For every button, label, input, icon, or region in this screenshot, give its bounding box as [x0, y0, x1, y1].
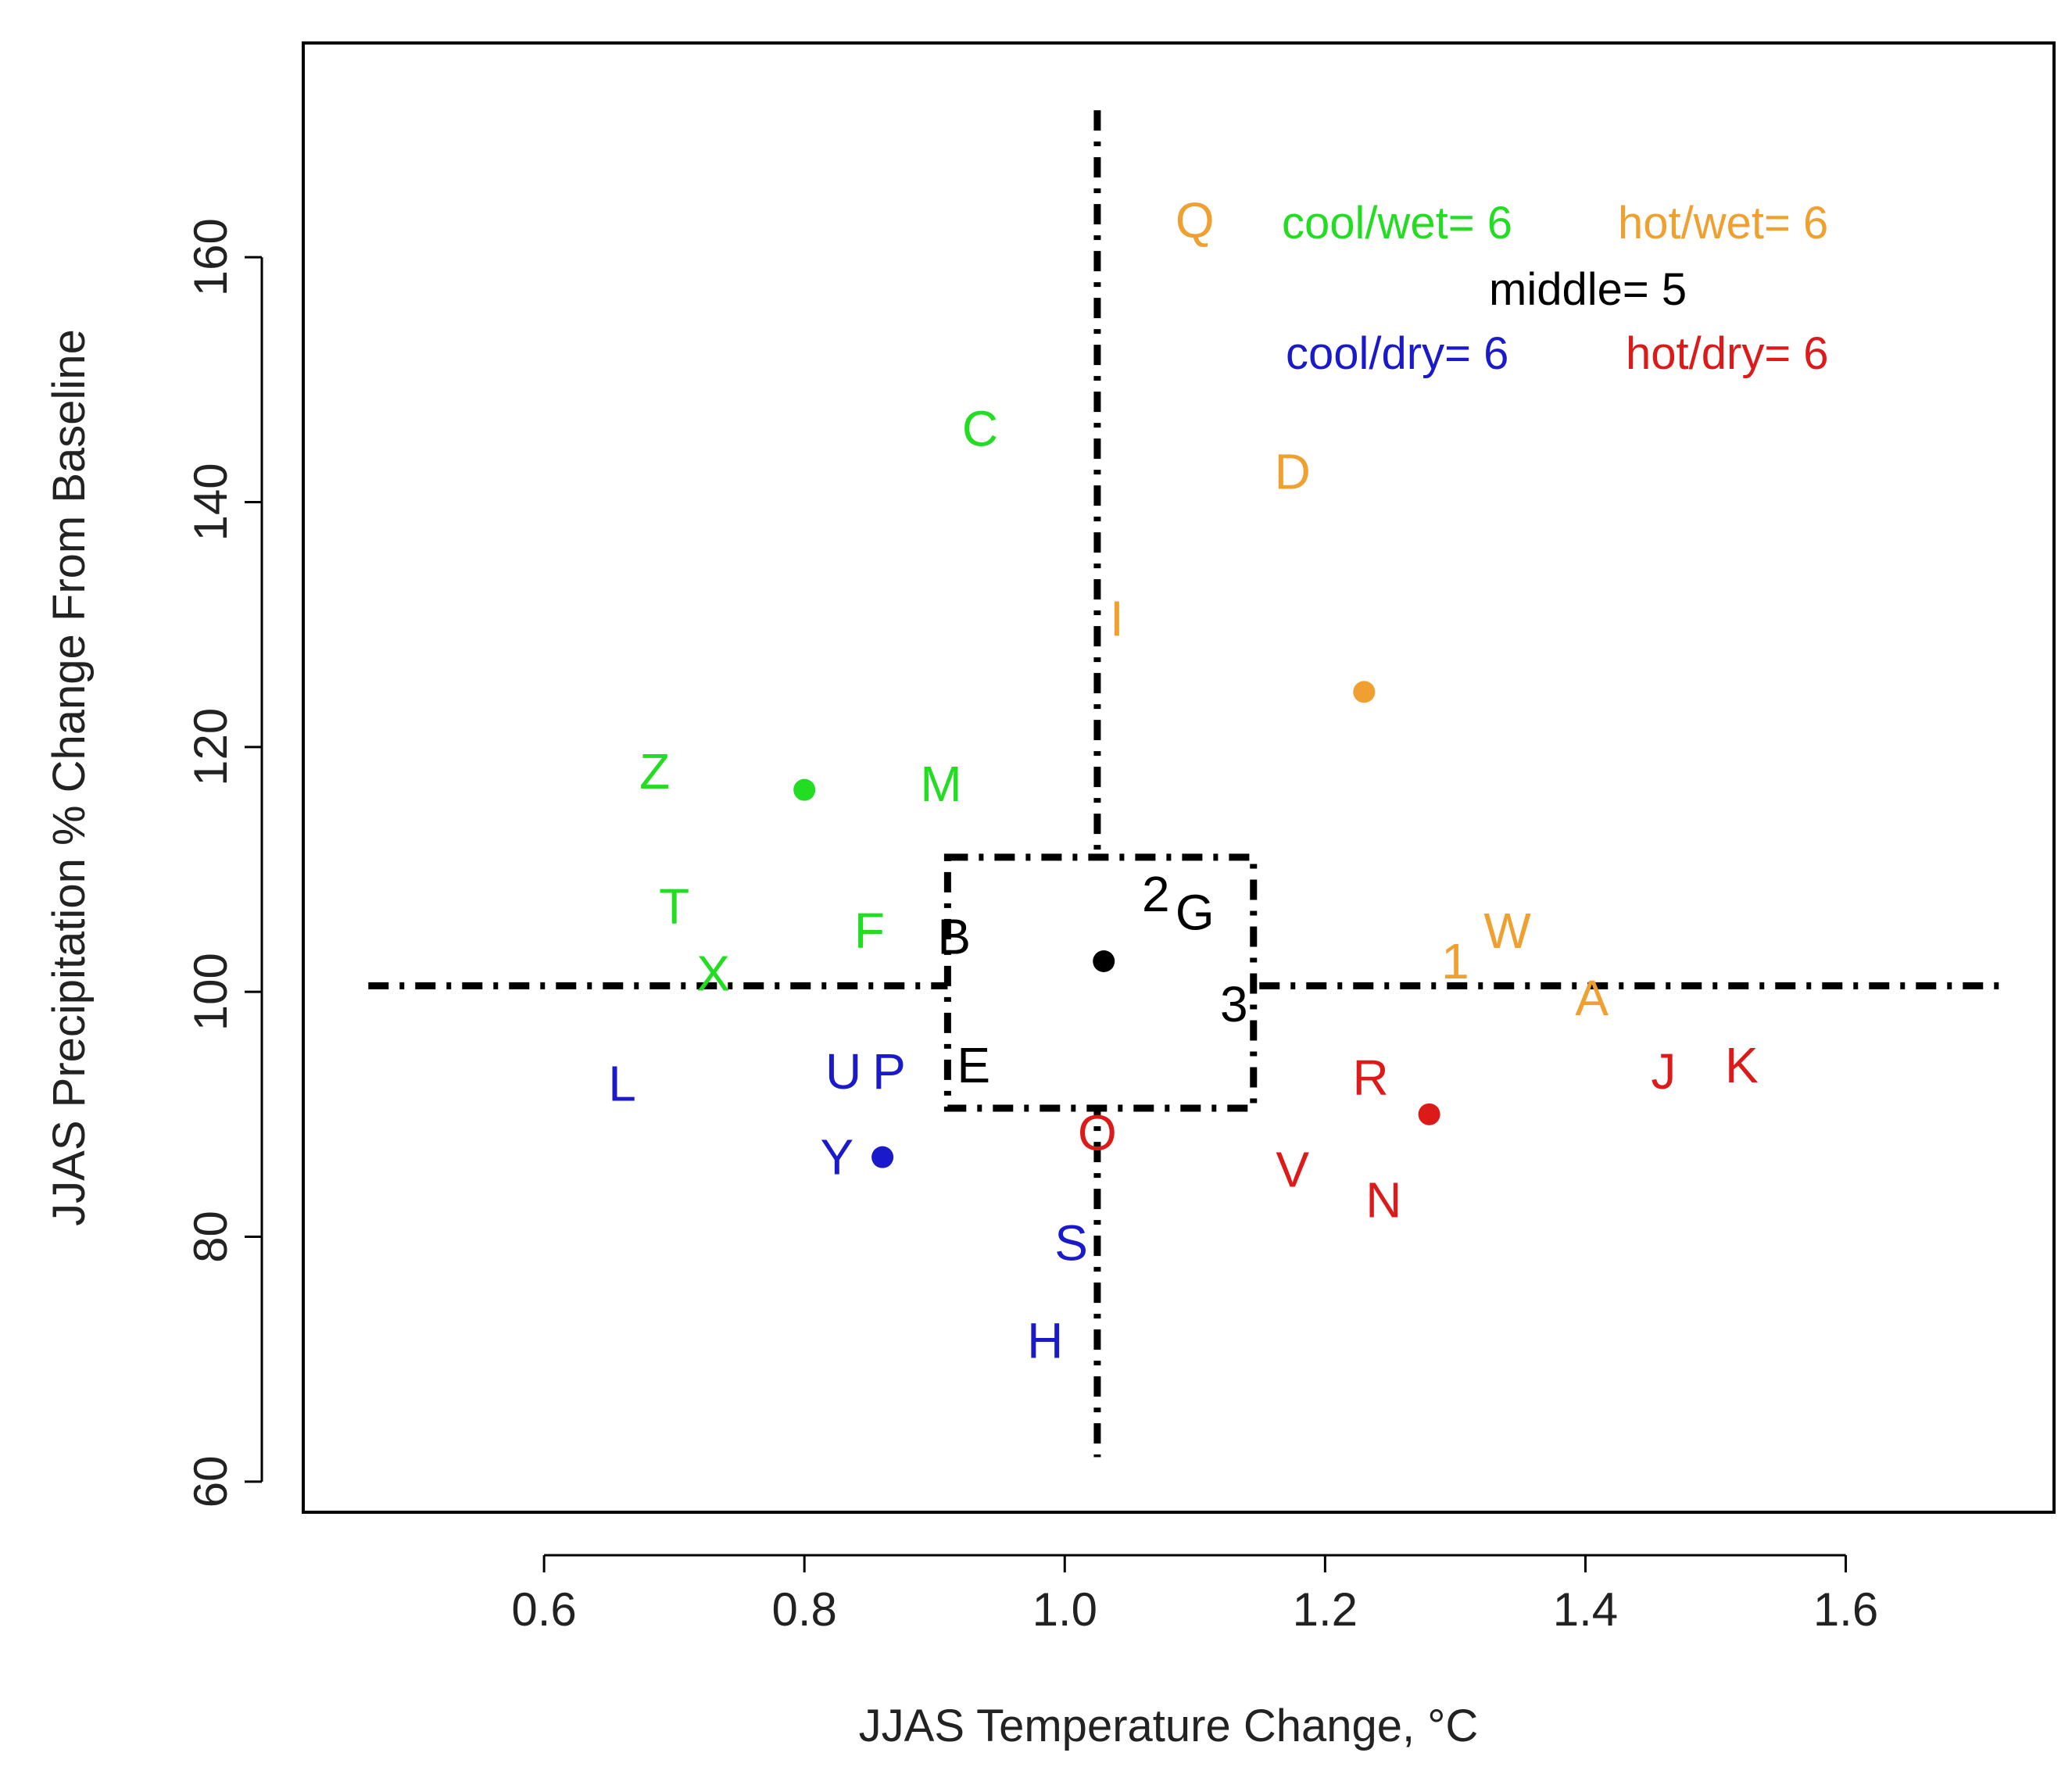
x-tick-label: 0.6 [511, 1583, 576, 1636]
x-tick-label: 0.8 [771, 1583, 836, 1636]
centroid-cool-dry [871, 1146, 894, 1168]
legend-hot-dry: hot/dry= 6 [1626, 328, 1829, 379]
point-M: M [920, 756, 961, 812]
y-tick-label: 100 [184, 953, 237, 1031]
x-tick-label: 1.2 [1293, 1583, 1358, 1636]
point-U: U [825, 1043, 861, 1100]
point-F: F [854, 903, 885, 959]
centroid-hot-dry [1418, 1103, 1440, 1125]
point-N: N [1365, 1172, 1401, 1229]
point-1: 1 [1441, 933, 1469, 989]
point-3: 3 [1220, 976, 1248, 1032]
point-O: O [1078, 1104, 1117, 1161]
point-D: D [1275, 443, 1311, 499]
point-K: K [1725, 1037, 1759, 1093]
legend: cool/wet= 6 hot/wet= 6 middle= 5 cool/dry= … [1282, 198, 1829, 379]
point-I: I [1110, 590, 1124, 646]
y-tick-label: 140 [184, 463, 237, 541]
point-Y: Y [820, 1129, 853, 1186]
axes: 0.6 0.8 1.0 1.2 1.4 1.6 60 80 100 120 140 160 [184, 218, 1878, 1636]
point-J: J [1651, 1043, 1676, 1100]
y-tick-label: 80 [184, 1211, 237, 1263]
point-A: A [1575, 970, 1609, 1026]
y-tick-label: 160 [184, 218, 237, 296]
point-X: X [696, 946, 730, 1002]
centroid-cool-wet [793, 778, 816, 801]
point-S: S [1054, 1214, 1088, 1271]
point-C: C [962, 401, 998, 457]
y-tick-label: 60 [184, 1455, 237, 1508]
point-P: P [872, 1043, 906, 1100]
x-axis-label: JJAS Temperature Change, °C [859, 1701, 1479, 1751]
point-G: G [1176, 884, 1215, 940]
x-tick-label: 1.6 [1813, 1583, 1878, 1636]
point-Q: Q [1176, 192, 1215, 249]
centroid-middle [1093, 950, 1115, 972]
legend-middle: middle= 5 [1489, 264, 1687, 315]
point-2: 2 [1142, 866, 1170, 922]
y-axis-label: JJAS Precipitation % Change From Baselin… [44, 329, 95, 1226]
point-V: V [1276, 1141, 1309, 1197]
point-E: E [957, 1037, 990, 1093]
legend-cool-dry: cool/dry= 6 [1286, 328, 1508, 379]
middle-region-box [943, 853, 1258, 1112]
plot-frame [302, 41, 2056, 1514]
point-H: H [1027, 1313, 1063, 1369]
point-L: L [608, 1056, 636, 1112]
group-centroids [793, 681, 1440, 1168]
point-Z: Z [639, 743, 670, 799]
point-B: B [937, 909, 971, 965]
y-tick-label: 120 [184, 708, 237, 786]
x-tick-label: 1.0 [1032, 1583, 1097, 1636]
legend-hot-wet: hot/wet= 6 [1618, 198, 1828, 249]
reference-lines [368, 110, 2009, 1458]
point-T: T [659, 878, 689, 935]
point-R: R [1353, 1050, 1389, 1106]
data-points: C Z M T F X Q D I W1 A 2 G B 3 E L U PY SH O VR N J K [608, 192, 1759, 1369]
centroid-hot-wet [1353, 681, 1376, 703]
x-tick-label: 1.4 [1553, 1583, 1618, 1636]
point-W: W [1483, 903, 1531, 959]
legend-cool-wet: cool/wet= 6 [1282, 198, 1512, 249]
